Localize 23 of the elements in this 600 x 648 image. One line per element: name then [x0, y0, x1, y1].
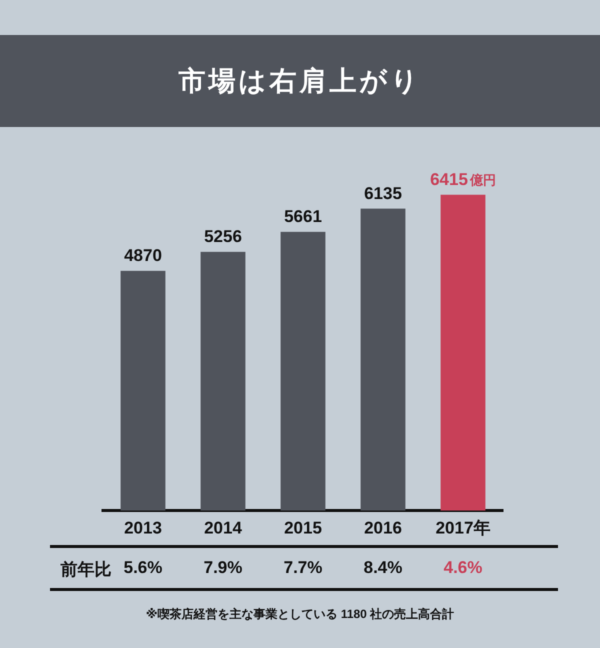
text: 前年比	[60, 559, 112, 581]
bar	[280, 232, 326, 511]
bar	[200, 252, 246, 511]
chart-title: 市場は右肩上がり	[0, 35, 600, 127]
bar	[120, 270, 166, 511]
x-tick-label: 2016	[364, 518, 402, 538]
data-label: 5661	[284, 207, 322, 226]
data-label: 5256	[204, 227, 242, 246]
text: 7.9%	[204, 558, 242, 578]
x-tick-label: 2015	[284, 518, 322, 538]
text: 8.4%	[364, 558, 402, 578]
text: 7.7%	[284, 558, 322, 578]
x-tick-label: 2014	[204, 518, 242, 538]
data-label: 6415億円	[430, 170, 496, 189]
data-label: 6135	[364, 184, 402, 203]
data-label: 4870	[124, 246, 162, 266]
bar	[440, 194, 486, 511]
bar	[360, 208, 406, 511]
text: ※喫茶店経営を主な事業としている 1180 社の売上高合計	[144, 606, 456, 623]
text: 4.6%	[444, 558, 482, 578]
text: 5.6%	[124, 558, 162, 578]
x-tick-label: 2013	[124, 518, 162, 538]
x-tick-label: 2017年	[436, 518, 490, 538]
